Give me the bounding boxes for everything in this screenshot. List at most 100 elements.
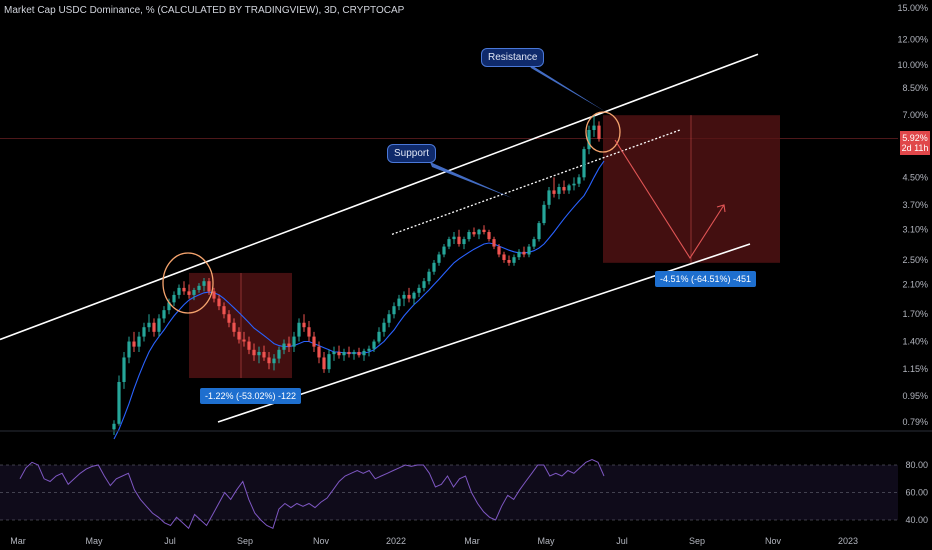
x-tick-label: Sep — [689, 536, 705, 546]
y-tick-label: 3.70% — [902, 200, 928, 210]
candle-body — [427, 271, 431, 282]
candle-body — [327, 354, 331, 370]
candle-body — [152, 322, 156, 332]
candle-body — [317, 346, 321, 358]
y-tick-label: 0.79% — [902, 417, 928, 427]
candle-body — [157, 318, 161, 332]
y-tick-label: 3.10% — [902, 225, 928, 235]
rsi-band — [0, 465, 898, 520]
measure-label-2: -4.51% (-64.51%) -451 — [655, 271, 757, 287]
candle-body — [552, 190, 556, 194]
candle-body — [577, 177, 581, 184]
candle-body — [112, 423, 116, 430]
candle-body — [472, 232, 476, 235]
candle-body — [357, 351, 361, 356]
resistance-callout[interactable]: Resistance — [481, 48, 545, 67]
candle-body — [542, 204, 546, 224]
candle-body — [322, 357, 326, 370]
candle-body — [522, 251, 526, 255]
candle-body — [222, 306, 226, 315]
upper-channel-line — [0, 53, 759, 341]
candle-body — [437, 254, 441, 263]
candle-body — [122, 357, 126, 382]
candle-body — [452, 236, 456, 240]
rsi-line — [19, 458, 605, 530]
candle-body — [467, 232, 471, 240]
candle-body — [572, 183, 576, 186]
candle-body — [292, 336, 296, 347]
candle-body — [282, 343, 286, 350]
candle-body — [182, 287, 186, 292]
chart-title: Market Cap USDC Dominance, % (CALCULATED… — [4, 5, 405, 16]
candle-body — [312, 336, 316, 347]
measure-label-1: -1.22% (-53.02%) -122 — [200, 388, 302, 404]
candle-body — [562, 187, 566, 191]
rsi-tick-label: 40.00 — [905, 515, 928, 525]
rsi-tick-label: 80.00 — [905, 460, 928, 470]
candle-body — [557, 187, 561, 194]
candle-body — [567, 185, 571, 191]
x-tick-label: Jul — [164, 536, 176, 546]
support-callout[interactable]: Support — [387, 144, 437, 163]
x-tick-label: May — [537, 536, 555, 546]
candle-body — [342, 351, 346, 356]
y-tick-label: 4.50% — [902, 172, 928, 182]
candle-body — [477, 229, 481, 235]
candle-body — [287, 343, 291, 347]
candle-body — [167, 302, 171, 311]
candle-body — [462, 239, 466, 245]
candle-body — [192, 289, 196, 295]
y-tick-label: 15.00% — [897, 3, 928, 13]
x-tick-label: Mar — [464, 536, 480, 546]
candle-body — [387, 314, 391, 323]
projection-path — [614, 139, 725, 260]
candle-body — [362, 350, 366, 356]
candle-body — [187, 291, 191, 295]
moving-average-line — [113, 160, 605, 440]
candle-body — [417, 287, 421, 293]
x-tick-label: Jul — [616, 536, 628, 546]
candle-body — [492, 239, 496, 247]
candle-body — [227, 314, 231, 323]
candle-body — [512, 257, 516, 263]
top-circle-1 — [162, 252, 214, 314]
y-tick-label: 2.50% — [902, 255, 928, 265]
candle-body — [232, 322, 236, 332]
candle-body — [307, 327, 311, 337]
y-tick-label: 2.10% — [902, 280, 928, 290]
candle-body — [332, 351, 336, 355]
candle-body — [547, 190, 551, 205]
x-tick-label: Nov — [765, 536, 782, 546]
x-tick-label: Mar — [10, 536, 26, 546]
candle-body — [272, 358, 276, 364]
candle-body — [372, 341, 376, 349]
price-value: 5.92% — [902, 133, 928, 143]
candle-body — [197, 285, 201, 290]
candle-body — [517, 251, 521, 258]
candle-body — [337, 351, 341, 356]
candle-body — [242, 339, 246, 342]
candle-body — [587, 130, 591, 150]
x-tick-label: 2023 — [838, 536, 858, 546]
projection-arrowhead — [716, 204, 726, 213]
x-tick-label: Sep — [237, 536, 253, 546]
candle-body — [487, 232, 491, 240]
candle-body — [142, 327, 146, 337]
candle-body — [597, 125, 601, 139]
candle-body — [257, 351, 261, 356]
candle-body — [132, 341, 136, 347]
support-pointer — [430, 162, 512, 198]
candle-body — [277, 349, 281, 359]
candle-body — [582, 149, 586, 178]
y-tick-label: 1.15% — [902, 364, 928, 374]
candle-body — [207, 281, 211, 292]
candle-body — [502, 254, 506, 260]
candle-body — [507, 259, 511, 263]
y-tick-label: 0.95% — [902, 391, 928, 401]
candle-body — [252, 349, 256, 356]
candle-body — [117, 381, 121, 424]
x-tick-label: Nov — [313, 536, 330, 546]
candle-body — [537, 223, 541, 240]
candle-body — [382, 322, 386, 332]
